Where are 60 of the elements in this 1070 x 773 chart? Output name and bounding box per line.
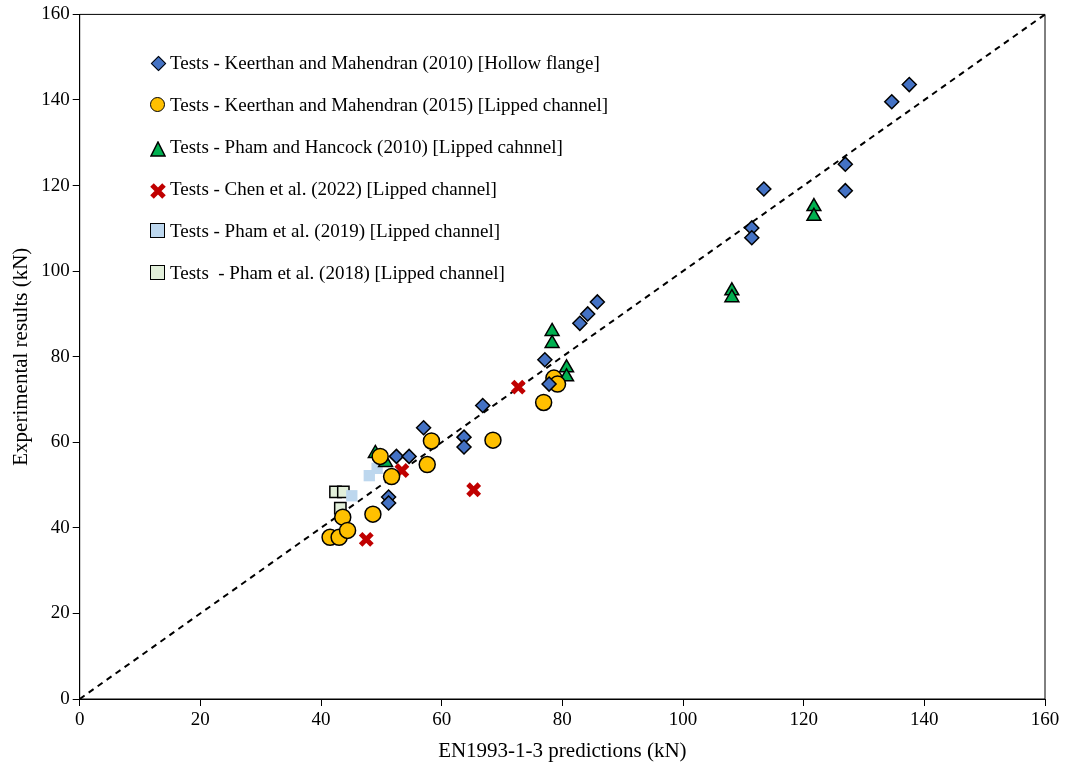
point xyxy=(338,521,357,540)
legend-label: Tests - Keerthan and Mahendran (2010) [Hollow flange] xyxy=(170,51,600,75)
point xyxy=(474,397,491,414)
x-tick-label: 100 xyxy=(668,708,698,730)
legend-label: Tests - Pham and Hancock (2010) [Lipped cahnnel] xyxy=(170,135,563,159)
point xyxy=(756,181,772,197)
legend-label: Tests - Pham et al. (2019) [Lipped channel] xyxy=(170,219,501,243)
y-tick-label: 80 xyxy=(50,344,70,366)
point xyxy=(346,490,358,502)
x-tick-label: 140 xyxy=(910,708,939,730)
y-tick-label: 20 xyxy=(50,601,70,623)
point xyxy=(456,439,472,455)
point xyxy=(465,481,482,498)
x-tick-label: 40 xyxy=(311,708,331,730)
y-axis-title: Experimental results (kN) xyxy=(8,247,33,466)
point xyxy=(401,448,417,465)
x-tick-label: 120 xyxy=(789,708,818,730)
point xyxy=(744,230,760,246)
point xyxy=(544,334,560,349)
point xyxy=(380,495,397,511)
point xyxy=(388,448,405,465)
point xyxy=(382,467,401,486)
y-tick-label: 160 xyxy=(41,2,70,24)
x-tick-label: 20 xyxy=(190,708,210,730)
y-tick-label: 0 xyxy=(60,686,70,708)
legend-label: Tests - Keerthan and Mahendran (2015) [Lipped channel] xyxy=(170,93,609,117)
point xyxy=(422,432,441,450)
point xyxy=(510,378,527,396)
point xyxy=(837,156,854,172)
x-tick-label: 160 xyxy=(1030,708,1060,730)
point xyxy=(579,306,596,322)
legend-label: Tests - Pham et al. (2018) [Lipped channel] xyxy=(170,261,505,285)
point xyxy=(358,531,375,548)
point xyxy=(589,294,606,310)
y-tick-label: 40 xyxy=(50,515,70,537)
point xyxy=(418,455,436,474)
y-tick-label: 140 xyxy=(41,87,70,109)
x-axis-title: EN1993-1-3 predictions (kN) xyxy=(438,737,687,762)
point xyxy=(537,351,553,368)
point xyxy=(371,447,389,466)
point xyxy=(837,182,854,199)
y-tick-label: 60 xyxy=(50,430,70,452)
point xyxy=(724,288,740,303)
point xyxy=(484,431,502,449)
point xyxy=(884,93,900,110)
point xyxy=(393,462,411,479)
point xyxy=(364,505,382,523)
legend-label: Tests - Chen et al. (2022) [Lipped channel] xyxy=(170,177,497,201)
y-tick-label: 100 xyxy=(41,259,70,281)
point xyxy=(415,419,432,436)
x-tick-label: 0 xyxy=(74,708,85,730)
point xyxy=(541,376,557,392)
point xyxy=(534,393,553,412)
x-tick-label: 80 xyxy=(552,708,572,730)
point xyxy=(544,322,560,337)
point xyxy=(572,315,588,332)
x-tick-label: 60 xyxy=(432,708,452,730)
point xyxy=(806,207,822,222)
y-tick-label: 120 xyxy=(41,173,70,195)
point xyxy=(901,76,918,93)
